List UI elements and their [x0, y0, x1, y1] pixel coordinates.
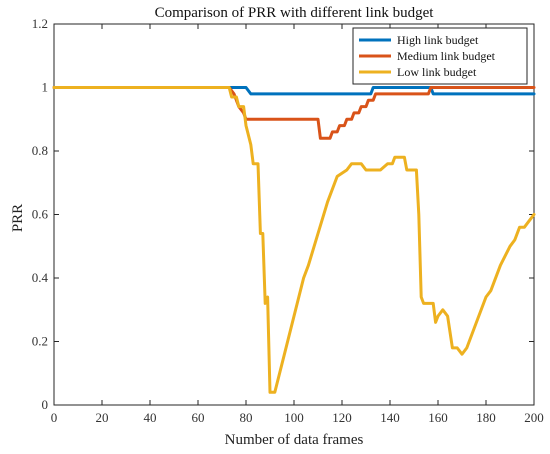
- x-tick-label: 80: [240, 410, 253, 425]
- y-tick-label: 0.4: [32, 270, 49, 285]
- legend-label-high-link-budget: High link budget: [397, 33, 479, 47]
- legend-label-low-link-budget: Low link budget: [397, 65, 477, 79]
- x-tick-label: 40: [144, 410, 157, 425]
- x-tick-label: 100: [284, 410, 304, 425]
- plot-area: 0 20 40 60 80 100 120 140 160 180 200 0 0.2 0.4 0.6 0.8…: [32, 16, 544, 425]
- legend-label-medium-link-budget: Medium link budget: [397, 49, 496, 63]
- x-tick-label: 200: [524, 410, 544, 425]
- y-tick-label: 0.6: [32, 207, 49, 222]
- x-tick-label: 180: [476, 410, 496, 425]
- chart-title: Comparison of PRR with different link bu…: [155, 5, 435, 21]
- x-axis-title: Number of data frames: [225, 432, 364, 448]
- legend: High link budget Medium link budget Low li…: [352, 27, 528, 85]
- y-tick-label: 0: [42, 397, 49, 412]
- x-tick-label: 120: [332, 410, 352, 425]
- y-axis-title: PRR: [10, 204, 26, 232]
- x-tick-label: 60: [192, 410, 205, 425]
- series-line-low-link-budget: [52, 86, 536, 394]
- x-tick-label: 140: [380, 410, 400, 425]
- y-tick-label: 1: [42, 80, 49, 95]
- y-tick-label: 1.2: [32, 16, 48, 31]
- x-tick-label: 20: [96, 410, 109, 425]
- x-tick-label: 0: [51, 410, 58, 425]
- y-tick-label: 0.2: [32, 334, 48, 349]
- y-tick-label: 0.8: [32, 143, 48, 158]
- x-tick-label: 160: [428, 410, 448, 425]
